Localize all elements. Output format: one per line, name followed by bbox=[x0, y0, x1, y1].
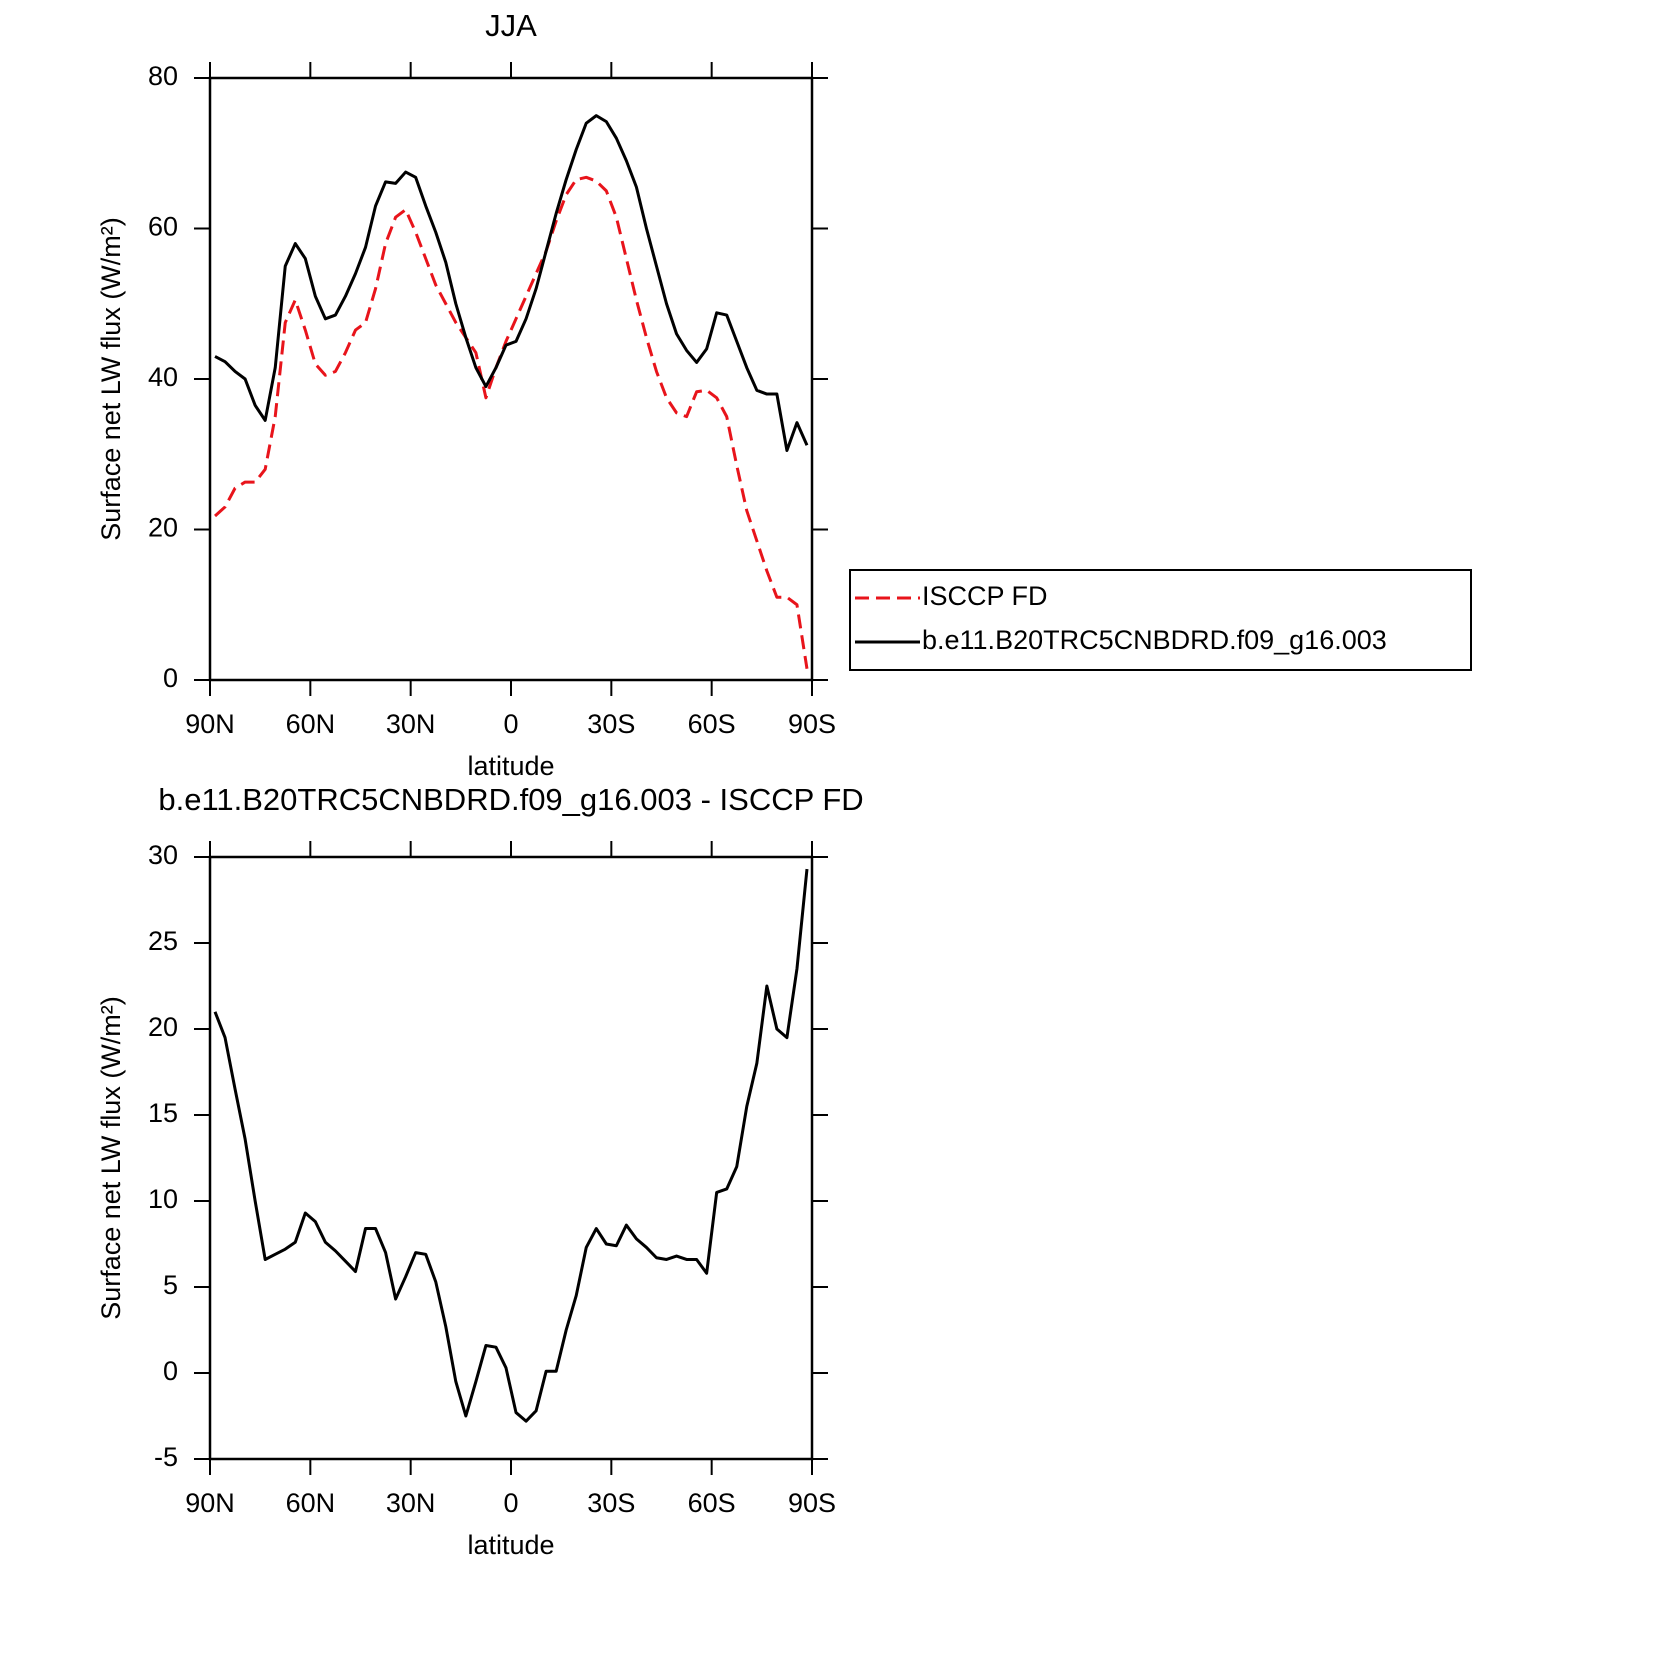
y-tick-label: 30 bbox=[148, 840, 178, 870]
x-tick-label: 90S bbox=[788, 709, 836, 739]
legend-label: b.e11.B20TRC5CNBDRD.f09_g16.003 bbox=[922, 625, 1387, 655]
x-axis-label: latitude bbox=[467, 751, 554, 781]
x-axis-label: latitude bbox=[467, 1530, 554, 1560]
x-tick-label: 60S bbox=[688, 1488, 736, 1518]
x-tick-label: 90S bbox=[788, 1488, 836, 1518]
y-tick-label: 20 bbox=[148, 513, 178, 543]
plot-frame bbox=[208, 855, 814, 1461]
plot-frame bbox=[208, 76, 814, 682]
data-line bbox=[213, 868, 809, 1423]
y-tick-label: 25 bbox=[148, 926, 178, 956]
y-tick-label: 10 bbox=[148, 1184, 178, 1214]
y-tick-label: 0 bbox=[163, 663, 178, 693]
legend: ISCCP FD b.e11.B20TRC5CNBDRD.f09_g16.003 bbox=[849, 569, 1472, 671]
chart-title: b.e11.B20TRC5CNBDRD.f09_g16.003 - ISCCP … bbox=[158, 782, 863, 817]
legend-label: ISCCP FD bbox=[922, 581, 1048, 611]
x-tick-label: 60N bbox=[286, 1488, 336, 1518]
chart-title: JJA bbox=[485, 8, 537, 43]
y-axis-label: Surface net LW flux (W/m²) bbox=[96, 217, 126, 541]
y-tick-label: 80 bbox=[148, 61, 178, 91]
legend-box bbox=[849, 569, 1472, 671]
y-tick-label: 0 bbox=[163, 1356, 178, 1386]
x-tick-label: 30S bbox=[587, 1488, 635, 1518]
y-tick-label: 20 bbox=[148, 1012, 178, 1042]
y-tick-label: 5 bbox=[163, 1270, 178, 1300]
data-line bbox=[214, 175, 809, 669]
x-tick-label: 30N bbox=[386, 1488, 436, 1518]
y-tick-label: 60 bbox=[148, 212, 178, 242]
x-tick-label: 0 bbox=[503, 709, 518, 739]
x-tick-label: 30S bbox=[587, 709, 635, 739]
x-tick-label: 30N bbox=[386, 709, 436, 739]
y-tick-label: 15 bbox=[148, 1098, 178, 1128]
x-tick-label: 0 bbox=[503, 1488, 518, 1518]
x-tick-label: 60S bbox=[688, 709, 736, 739]
x-tick-label: 60N bbox=[286, 709, 336, 739]
y-axis-label: Surface net LW flux (W/m²) bbox=[96, 996, 126, 1320]
x-tick-label: 90N bbox=[185, 709, 235, 739]
x-tick-label: 90N bbox=[185, 1488, 235, 1518]
y-tick-label: -5 bbox=[154, 1442, 178, 1472]
data-line bbox=[214, 114, 809, 452]
y-tick-label: 40 bbox=[148, 362, 178, 392]
